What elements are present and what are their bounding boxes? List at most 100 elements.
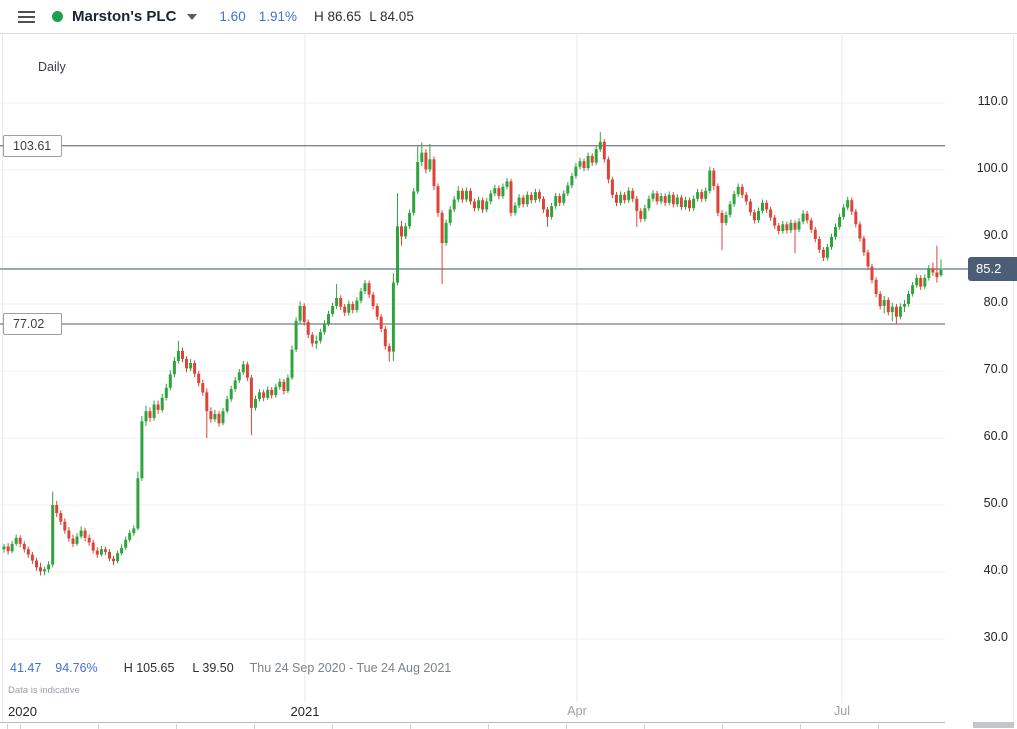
candle xyxy=(509,178,513,217)
candle xyxy=(213,409,217,422)
candle xyxy=(927,265,931,281)
strip-separator xyxy=(176,724,177,729)
menu-icon[interactable] xyxy=(18,10,35,23)
session-low: L 84.05 xyxy=(369,9,414,24)
candle xyxy=(562,190,566,206)
candle xyxy=(801,210,805,225)
candle xyxy=(132,525,136,536)
candle xyxy=(83,527,87,542)
candle xyxy=(51,491,55,568)
candle xyxy=(769,206,773,221)
candle xyxy=(915,274,919,288)
x-axis-label: 2020 xyxy=(8,704,37,719)
instrument-name[interactable]: Marston's PLC xyxy=(72,8,177,25)
candle xyxy=(400,220,403,246)
candle xyxy=(919,275,923,290)
candle xyxy=(529,192,533,204)
strip-separator xyxy=(332,724,333,729)
x-axis-label: Jul xyxy=(834,704,850,718)
period-high: H 105.65 xyxy=(123,661,175,675)
strip-separator xyxy=(566,724,567,729)
candle xyxy=(862,235,866,256)
candle xyxy=(586,152,590,171)
candle xyxy=(144,405,148,426)
candle xyxy=(359,287,363,304)
candle xyxy=(209,407,213,423)
candle xyxy=(193,360,197,377)
strip-separator xyxy=(98,724,99,729)
candle xyxy=(550,202,554,220)
candle xyxy=(744,192,748,205)
candle xyxy=(858,221,862,242)
candle xyxy=(286,374,290,394)
candle xyxy=(387,343,391,362)
candle xyxy=(424,149,428,174)
candle xyxy=(497,185,501,200)
candlestick-plot[interactable] xyxy=(0,35,945,723)
candle xyxy=(176,340,180,364)
candle xyxy=(237,369,241,384)
candle xyxy=(615,192,618,207)
candle xyxy=(10,541,14,554)
candle xyxy=(736,183,740,197)
candle xyxy=(834,223,837,240)
candle xyxy=(124,536,128,550)
candle xyxy=(623,192,627,204)
price-level-marker-low: 77.02 xyxy=(3,313,62,335)
candle xyxy=(647,195,651,211)
candle xyxy=(432,156,436,191)
candle xyxy=(396,193,399,286)
candle xyxy=(59,510,63,526)
candle xyxy=(489,190,493,205)
candle xyxy=(708,166,712,194)
candle xyxy=(120,544,124,556)
candle xyxy=(274,383,278,398)
candle xyxy=(542,196,545,213)
summary-stats: 41.47 94.76% H 105.65 L 39.50 Thu 24 Sep… xyxy=(10,661,451,675)
x-axis-label: 2021 xyxy=(290,704,320,719)
candle xyxy=(740,184,744,199)
candle xyxy=(785,221,789,234)
candle xyxy=(537,189,541,203)
candle xyxy=(752,209,756,224)
candle xyxy=(428,143,432,172)
candle xyxy=(728,200,732,218)
candle xyxy=(773,214,777,229)
candle xyxy=(408,209,412,229)
candle xyxy=(189,358,193,371)
candle xyxy=(363,279,367,294)
candle xyxy=(635,196,639,227)
right-border xyxy=(1013,35,1014,728)
candle xyxy=(513,202,517,216)
candle xyxy=(781,220,785,234)
bottom-right-box xyxy=(973,722,1014,728)
candle xyxy=(2,543,6,553)
candle xyxy=(71,534,75,548)
candle xyxy=(793,220,797,254)
candle xyxy=(692,195,696,211)
candle xyxy=(627,187,631,203)
strip-separator xyxy=(644,724,645,729)
candle xyxy=(582,158,586,172)
candle xyxy=(87,534,91,546)
chevron-down-icon[interactable] xyxy=(187,13,198,20)
interval-label[interactable]: Daily xyxy=(38,60,66,74)
candle xyxy=(817,236,821,254)
candle xyxy=(850,197,854,215)
candle xyxy=(67,527,71,542)
candle xyxy=(643,204,647,222)
strip-separator xyxy=(410,724,411,729)
candle xyxy=(91,539,95,554)
candle xyxy=(903,300,906,312)
candle xyxy=(805,210,809,224)
candle xyxy=(894,304,898,325)
candle xyxy=(95,547,99,558)
candle xyxy=(136,471,140,531)
candle xyxy=(886,297,890,316)
candle xyxy=(505,178,509,190)
candle xyxy=(724,211,728,226)
candle xyxy=(554,192,558,209)
y-axis-tick: 100.0 xyxy=(976,161,1008,175)
candle xyxy=(481,197,485,213)
candle xyxy=(675,194,679,207)
